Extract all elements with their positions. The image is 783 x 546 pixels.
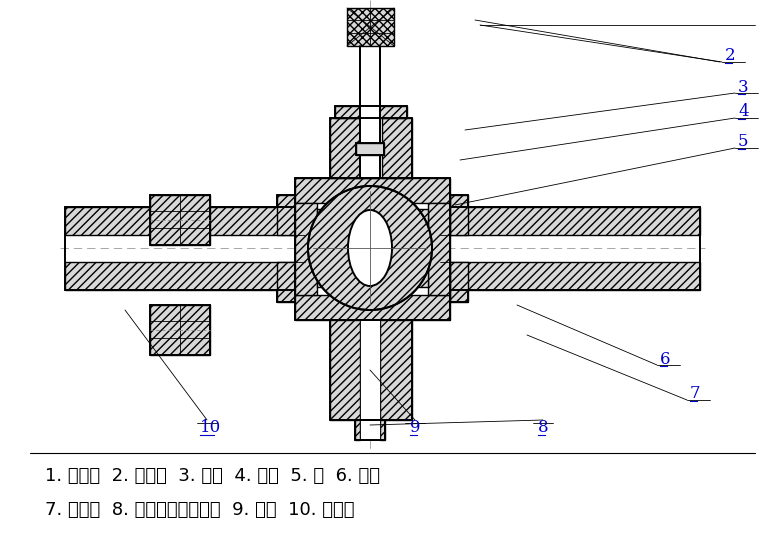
Bar	[450, 262, 700, 290]
Text: 7. 软密封  8. 下阀杆（带凸轮）  9. 板弹  10. 左阀体: 7. 软密封 8. 下阀杆（带凸轮） 9. 板弹 10. 左阀体	[45, 501, 355, 519]
Text: 3: 3	[738, 79, 749, 96]
Text: 1. 上阀杆  2. 右阀体  3. 凸轮  4. 球体  5. 键  6. 阀座: 1. 上阀杆 2. 右阀体 3. 凸轮 4. 球体 5. 键 6. 阀座	[45, 467, 380, 485]
Bar	[277, 195, 295, 235]
Bar	[428, 203, 450, 295]
Bar	[382, 118, 412, 178]
Bar	[450, 195, 468, 235]
Text: 4: 4	[738, 104, 749, 121]
Bar	[360, 320, 380, 420]
Bar	[380, 420, 385, 440]
Bar	[380, 320, 412, 420]
Bar	[450, 207, 700, 235]
Text: 2: 2	[725, 48, 735, 64]
Text: 5: 5	[738, 134, 749, 151]
Bar	[317, 209, 335, 287]
Bar	[295, 178, 450, 203]
Bar	[150, 195, 210, 245]
Circle shape	[308, 186, 432, 310]
Bar	[355, 420, 360, 440]
Bar	[150, 305, 210, 355]
Ellipse shape	[348, 210, 392, 286]
Bar	[335, 106, 407, 118]
Bar	[360, 420, 380, 440]
Bar	[450, 262, 468, 302]
Bar	[277, 262, 295, 302]
Text: 9: 9	[410, 419, 420, 436]
Bar	[330, 118, 378, 178]
Bar	[65, 262, 295, 290]
Bar	[347, 8, 394, 46]
Text: 8: 8	[538, 419, 549, 436]
Text: 10: 10	[200, 419, 222, 436]
Bar	[295, 295, 450, 320]
Bar	[410, 209, 428, 287]
Bar	[330, 320, 360, 420]
Bar	[356, 143, 384, 155]
Text: 7: 7	[690, 385, 701, 402]
Bar	[360, 46, 380, 178]
Bar	[295, 203, 317, 295]
Text: 6: 6	[660, 351, 670, 367]
Bar	[65, 207, 295, 235]
